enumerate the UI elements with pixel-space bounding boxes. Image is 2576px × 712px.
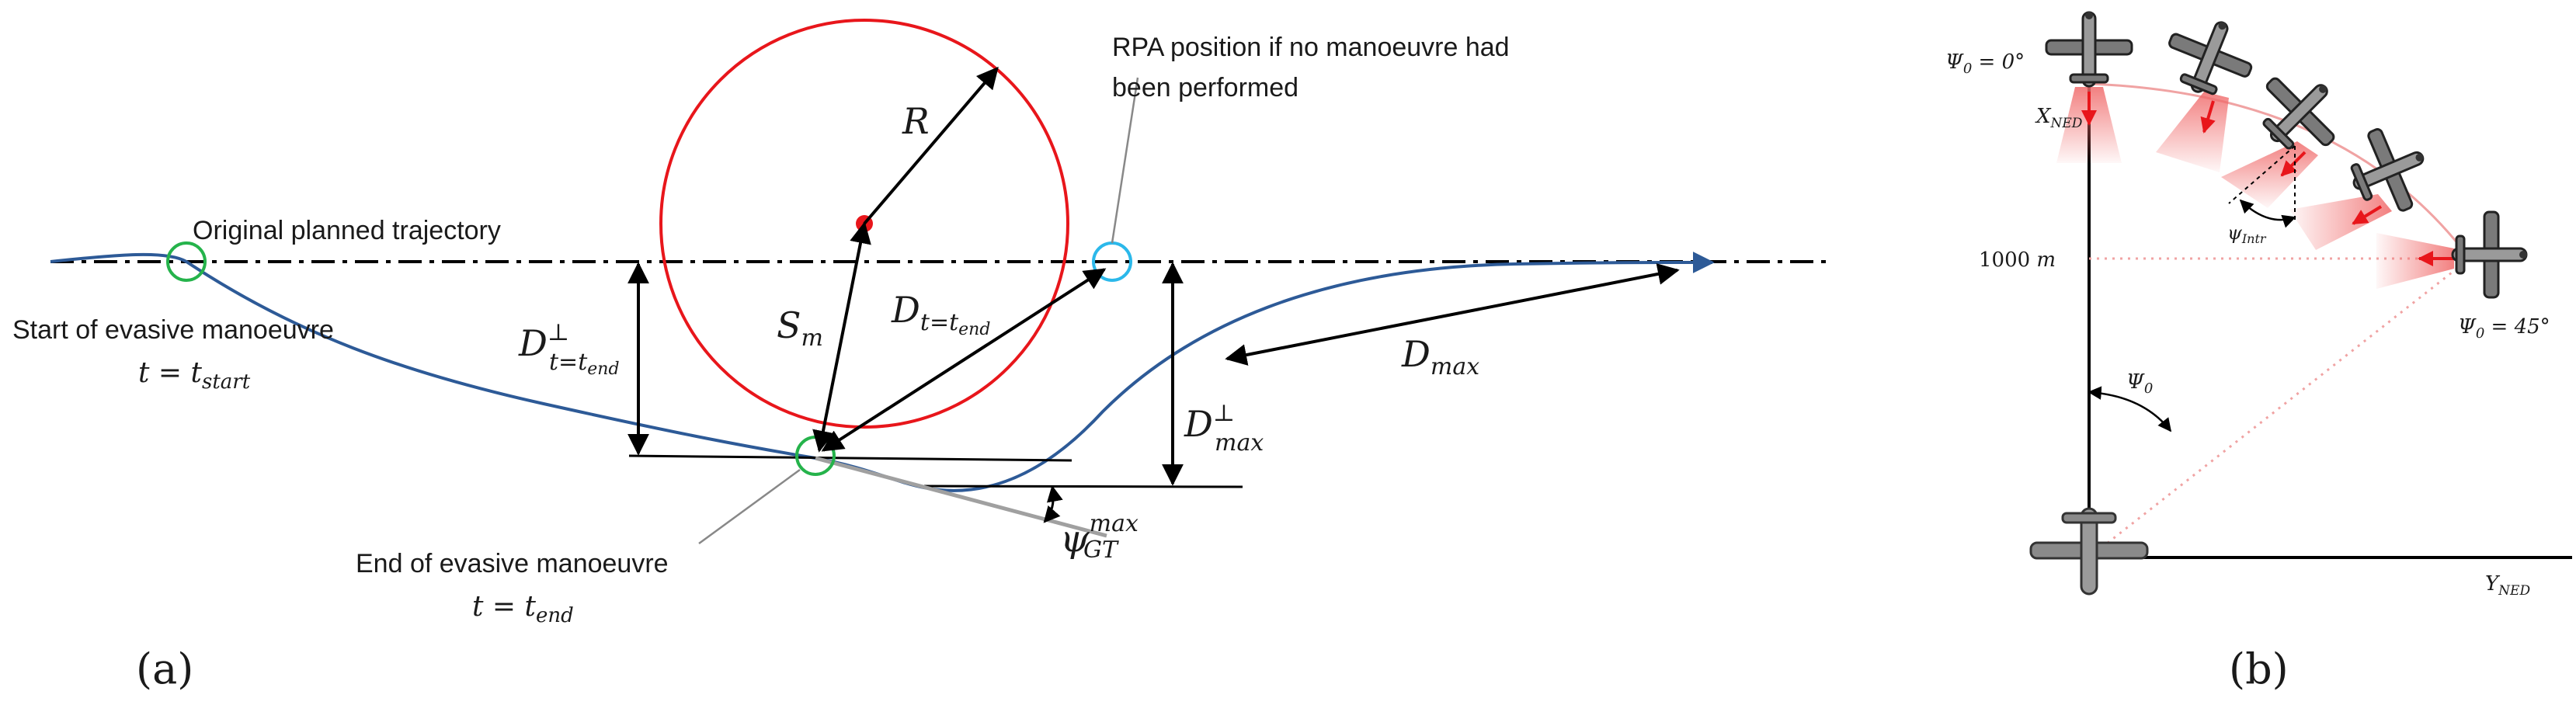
intruder-arrow xyxy=(2200,100,2216,134)
intruder-cone xyxy=(2376,233,2454,289)
psi0-arc xyxy=(2088,386,2172,432)
end-reference-line xyxy=(628,454,1072,462)
psi0-top-label: Ψ0 = 0° xyxy=(1945,50,2025,77)
end-leader xyxy=(698,468,801,545)
start-label-line1: Start of evasive manoeuvre xyxy=(12,315,334,345)
end-label-line2: t = tend xyxy=(472,591,574,627)
intruder-cone xyxy=(2221,141,2318,208)
y-ned-label: YNED xyxy=(2485,572,2530,599)
sm-label: Sm xyxy=(777,304,823,352)
intruder-arrow xyxy=(2352,205,2383,225)
radius-arrow xyxy=(863,66,999,225)
intruder-plane xyxy=(2045,11,2133,88)
intruder-plane xyxy=(2451,210,2528,299)
dt-label: Dt=tend xyxy=(891,289,990,339)
intruder-cone xyxy=(2156,92,2229,172)
dt-arrow xyxy=(821,268,1107,452)
diagonal-ref-line xyxy=(2088,257,2470,559)
panel-b: Ψ0 = 0° XNED 1000 m ψIntr Ψ0 = 45° Ψ0 YN… xyxy=(1945,5,2572,693)
dperpmax-label: D⊥ max xyxy=(1184,400,1264,457)
rpa-note-line2: been performed xyxy=(1112,73,1298,102)
x-ned-label: XNED xyxy=(2035,105,2083,131)
rpa-note-line1: RPA position if no manoeuvre had xyxy=(1112,33,1510,62)
end-label-line1: End of evasive manoeuvre xyxy=(356,549,669,578)
sm-arrow xyxy=(812,221,871,453)
start-label-line2: t = tstart xyxy=(138,357,251,394)
psi-angle-arc xyxy=(1043,485,1063,523)
max-reference-line xyxy=(923,485,1243,488)
original-trajectory-label: Original planned trajectory xyxy=(193,216,501,245)
psi0-bottom-label: Ψ0 = 45° xyxy=(2458,315,2550,342)
psi-label: ψmax GT xyxy=(1060,510,1139,564)
ownship-plane xyxy=(2029,507,2149,596)
psi0-angle-label: Ψ0 xyxy=(2126,370,2153,397)
panel-b-label: (b) xyxy=(2229,644,2289,693)
dmax-arrow xyxy=(1225,263,1680,366)
dmax-label: Dmax xyxy=(1401,333,1479,380)
rpa-leader xyxy=(1111,77,1139,244)
panel-a: Original planned trajectory Start of eva… xyxy=(12,19,1833,693)
psi-intr-arc xyxy=(2239,199,2296,228)
start-marker xyxy=(166,241,207,282)
intruder-arrow xyxy=(2280,151,2307,177)
radius-label: R xyxy=(902,100,930,142)
intruder-cone xyxy=(2289,194,2392,250)
psi-intr-label: ψIntr xyxy=(2227,222,2267,246)
panel-a-label: (a) xyxy=(136,644,193,693)
psi-intr-heading xyxy=(2228,145,2296,204)
distance-label: 1000 m xyxy=(1979,248,2056,272)
dperp-label: D⊥ t=tend xyxy=(518,319,620,379)
